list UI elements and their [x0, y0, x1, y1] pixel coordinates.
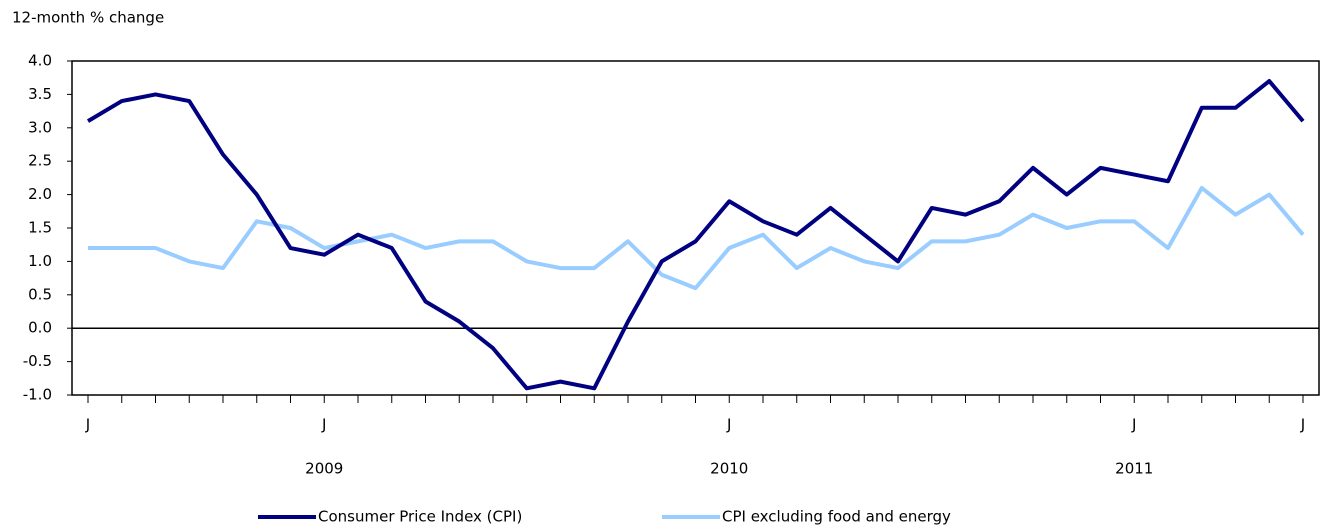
y-tick-label: -1.0 — [23, 386, 52, 404]
y-tick-label: 3.5 — [28, 85, 52, 103]
x-group-label: 2011 — [1115, 460, 1153, 478]
y-tick-label: 1.0 — [28, 252, 52, 270]
x-group-label: 2009 — [305, 460, 343, 478]
x-group-label: 2010 — [710, 460, 748, 478]
series-line — [88, 185, 1305, 291]
x-tick-label: J — [726, 416, 731, 434]
y-tick-label: 2.0 — [28, 185, 52, 203]
legend-label: CPI excluding food and energy — [722, 508, 951, 526]
legend-label: Consumer Price Index (CPI) — [318, 508, 522, 526]
y-tick-label: 1.5 — [28, 219, 52, 237]
series-line — [86, 79, 1305, 391]
plot-frame — [71, 60, 1320, 396]
x-tick-label: J — [85, 416, 90, 434]
y-axis-label: 12-month % change — [12, 9, 164, 27]
y-tick-label: 4.0 — [28, 52, 52, 70]
y-tick-label: 3.0 — [28, 118, 52, 136]
y-tick-label: 0.5 — [28, 285, 52, 303]
y-tick-label: 2.5 — [28, 152, 52, 170]
x-tick-label: J — [1300, 416, 1305, 434]
y-tick-label: -0.5 — [23, 352, 52, 370]
x-tick-label: J — [1131, 416, 1136, 434]
x-tick-label: J — [321, 416, 326, 434]
y-tick-label: 0.0 — [28, 319, 52, 337]
